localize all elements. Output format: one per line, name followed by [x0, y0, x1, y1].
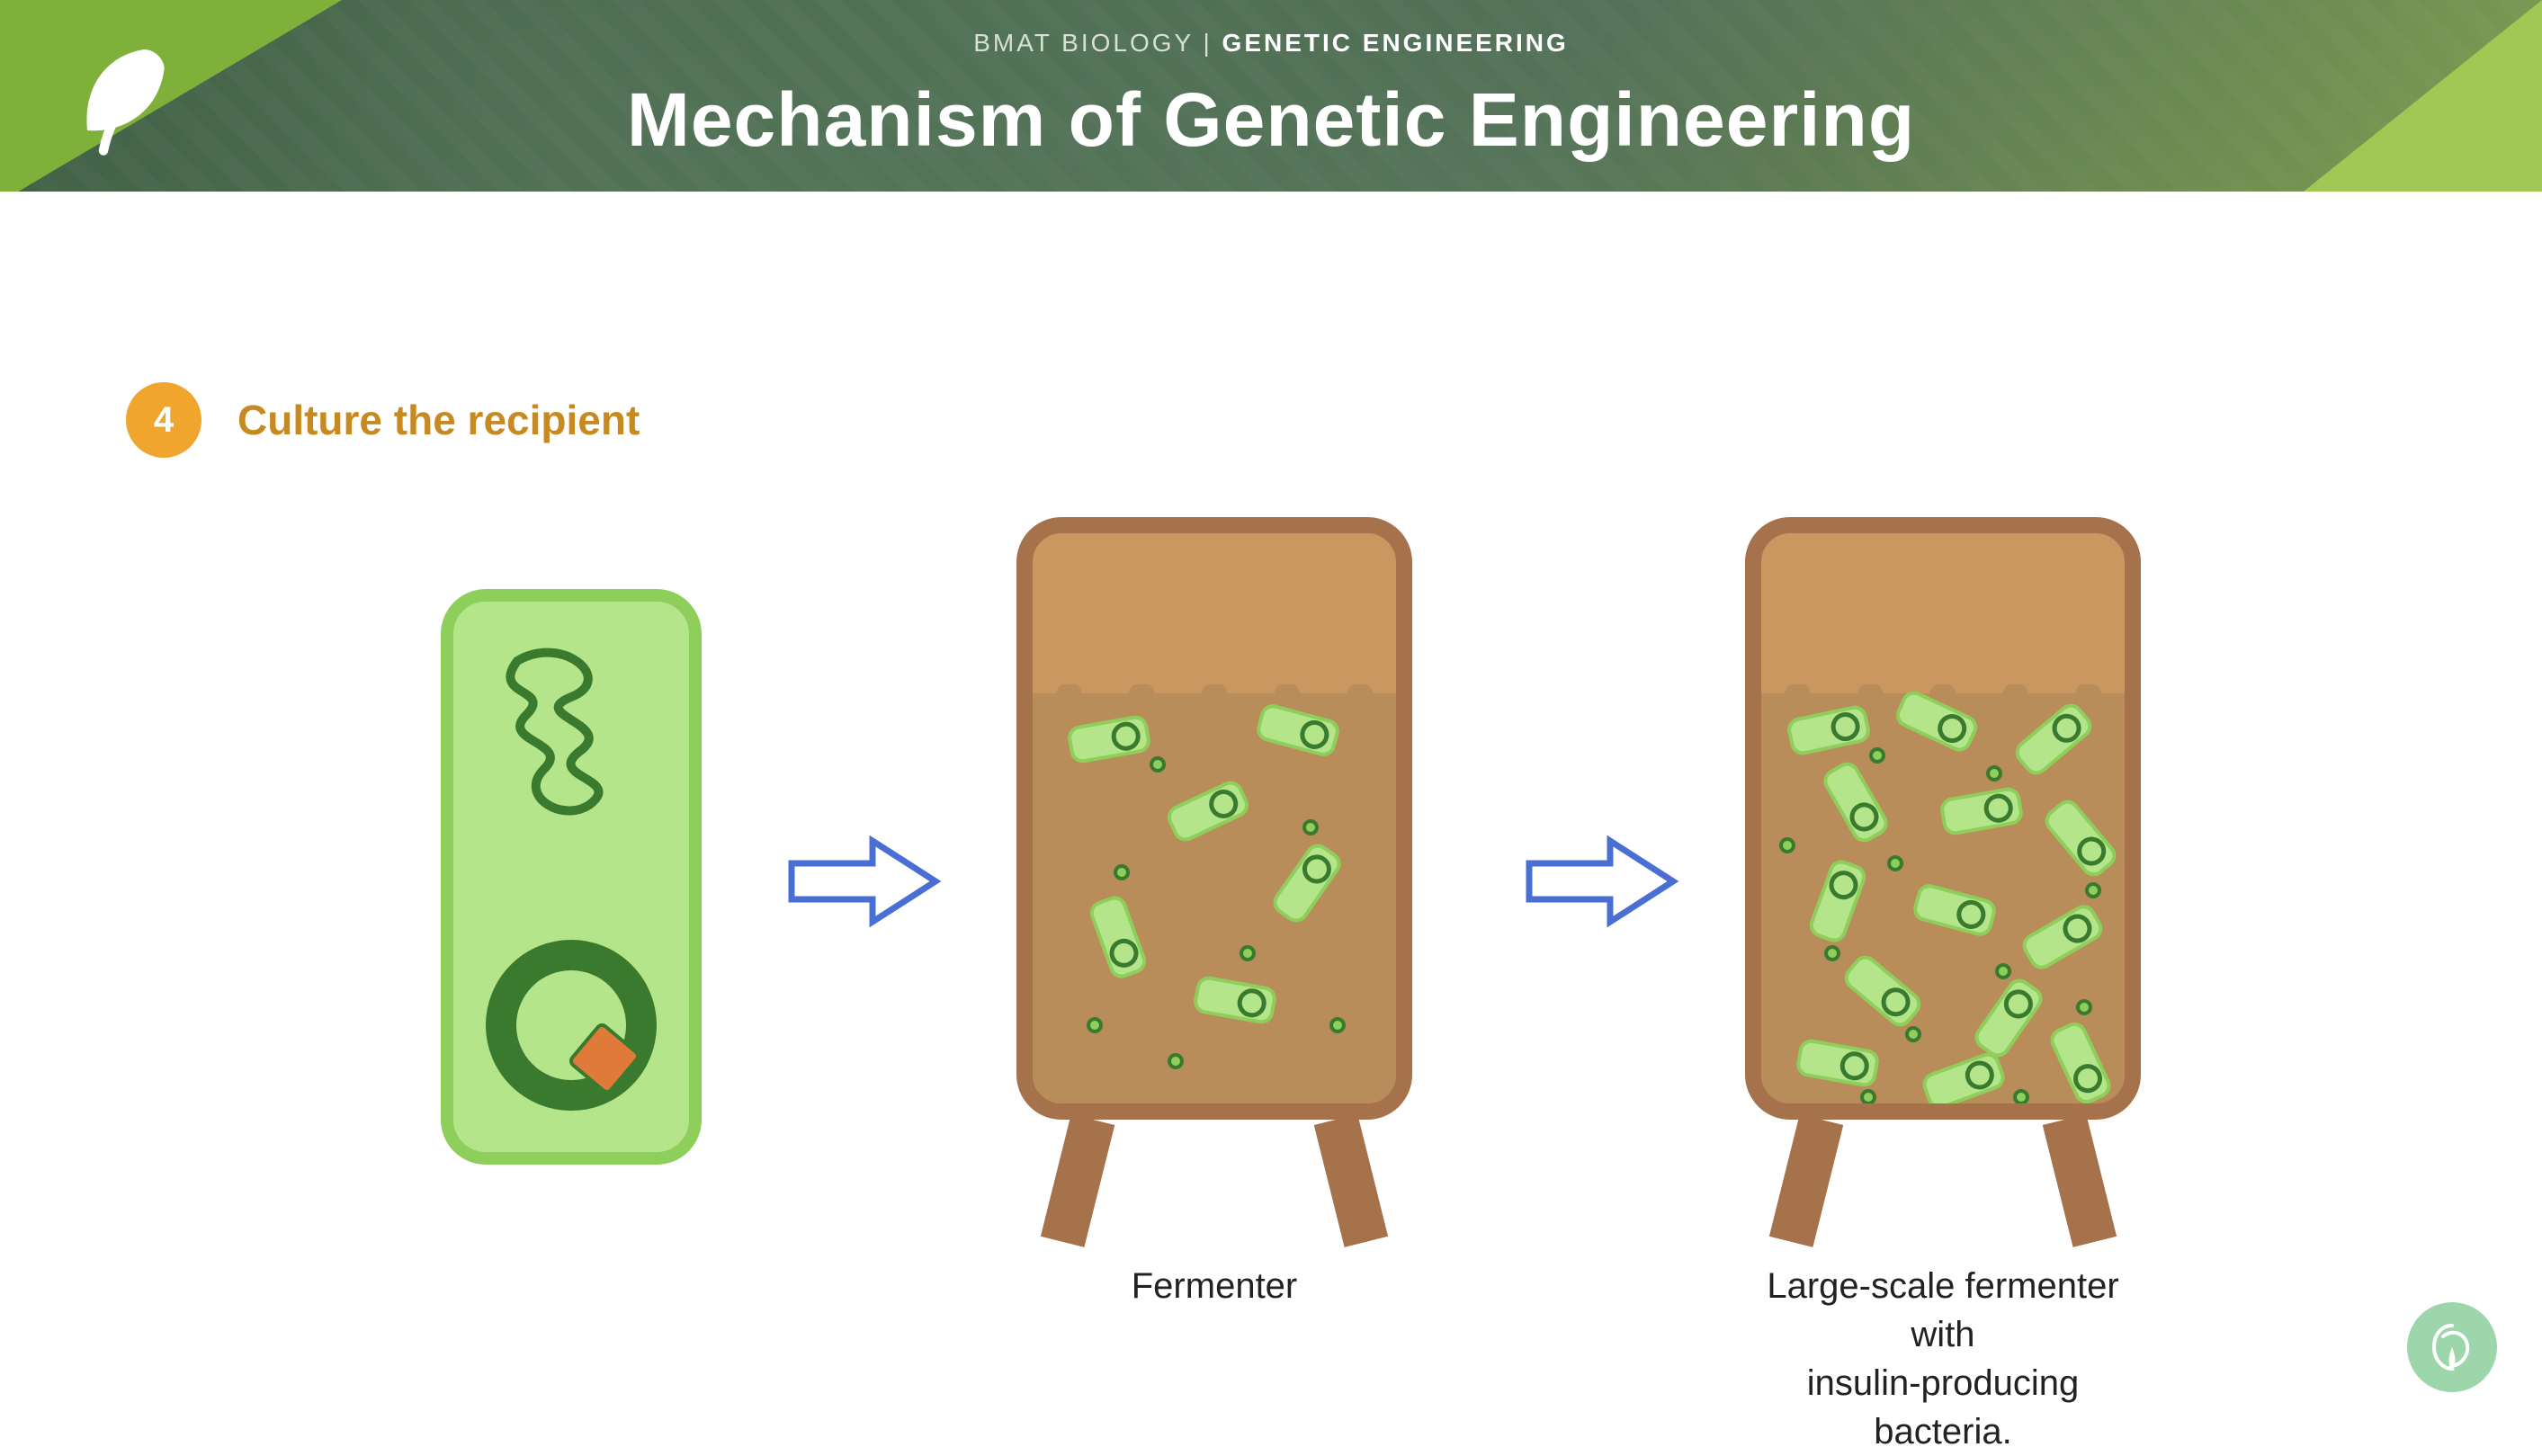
bacterium-dot — [1986, 765, 2002, 782]
fermenter-leg — [1041, 1114, 1114, 1247]
chromosomal-dna-icon — [490, 643, 652, 823]
fermenter-liquid — [1033, 693, 1396, 1103]
bacterium-dot — [2085, 882, 2101, 898]
step-number-badge: 4 — [126, 382, 201, 458]
bacterium-mini — [2010, 699, 2097, 780]
fermenter-vessel — [1016, 517, 1412, 1120]
breadcrumb-course: BMAT BIOLOGY — [973, 29, 1194, 57]
fermenter-liquid — [1761, 693, 2125, 1103]
bacterium-mini — [2040, 795, 2121, 881]
bacterium-dot — [2013, 1089, 2029, 1105]
bacterium-mini — [1268, 839, 1346, 927]
breadcrumb-topic: GENETIC ENGINEERING — [1222, 29, 1569, 57]
breadcrumb-sep: | — [1194, 29, 1222, 57]
fermenter-leg — [1769, 1114, 1843, 1247]
bacterium-mini — [1938, 785, 2025, 836]
step-heading: 4 Culture the recipient — [126, 382, 640, 458]
bacterium-dot — [1240, 945, 1256, 961]
bacterium-dot — [1869, 747, 1885, 764]
recipient-bacterium — [441, 589, 702, 1165]
process-diagram: Fermenter — [0, 517, 2542, 1371]
bacterium-mini — [1911, 881, 1999, 939]
fermenter-large: Large-scale fermenter with insulin-produ… — [1745, 517, 2141, 1456]
bacterium-mini — [1839, 951, 1926, 1032]
bacterium-mini — [1163, 776, 1252, 844]
fermenter-leg — [1314, 1114, 1388, 1247]
plasmid-icon — [486, 940, 657, 1111]
bacterium-dot — [1995, 963, 2011, 979]
process-arrow-1 — [783, 832, 944, 931]
bacterium-mini — [1819, 757, 1892, 846]
bacterium-dot — [1087, 1017, 1103, 1033]
bacterium-mini — [2018, 900, 2108, 973]
fermenter-large-label-line1: Large-scale fermenter with — [1767, 1266, 2118, 1354]
page-title: Mechanism of Genetic Engineering — [0, 76, 2542, 164]
bacterium-dot — [1114, 864, 1130, 880]
fermenter-legs — [1745, 1120, 2141, 1246]
bacterium-mini — [1254, 701, 1342, 759]
bacterium-mini — [1192, 974, 1278, 1025]
fermenter-leg — [2043, 1114, 2117, 1247]
bacterium-dot — [2076, 999, 2092, 1015]
process-arrow-2 — [1520, 832, 1682, 931]
fermenter-large-label-line2: insulin-producing bacteria. — [1807, 1363, 2079, 1452]
bacterium-mini — [1066, 713, 1152, 764]
slide-content: 4 Culture the recipient — [0, 202, 2542, 1428]
fermenter-vessel — [1745, 517, 2141, 1120]
header-divider — [0, 192, 2542, 202]
bacterium-mini — [1087, 892, 1150, 981]
bacterium-mini — [1920, 1049, 2009, 1112]
leaf-icon — [63, 36, 198, 171]
bacterium-mini — [1892, 686, 1981, 755]
inserted-gene-icon — [567, 1021, 643, 1097]
brand-badge-icon — [2407, 1302, 2497, 1392]
breadcrumb: BMAT BIOLOGY | GENETIC ENGINEERING — [0, 29, 2542, 58]
bacterium-mini — [1786, 703, 1873, 757]
bacterium-dot — [1302, 819, 1319, 835]
bacterium-dot — [1329, 1017, 1346, 1033]
bacterium-dot — [1779, 837, 1795, 853]
bacterium-mini — [1795, 1037, 1881, 1088]
fermenter-large-label: Large-scale fermenter with insulin-produ… — [1745, 1262, 2141, 1456]
step-title: Culture the recipient — [237, 396, 640, 444]
slide-header: BMAT BIOLOGY | GENETIC ENGINEERING Mecha… — [0, 0, 2542, 202]
fermenter-small-label: Fermenter — [1016, 1262, 1412, 1310]
fermenter-legs — [1016, 1120, 1412, 1246]
bacterium-dot — [1168, 1053, 1184, 1069]
fermenter-small: Fermenter — [1016, 517, 1412, 1310]
bacterium-mini — [1970, 974, 2047, 1062]
bacterium-dot — [1860, 1089, 1876, 1105]
bacterium-mini — [2046, 1018, 2115, 1107]
bacterium-dot — [1887, 855, 1903, 871]
bacterium-dot — [1824, 945, 1840, 961]
bacterium-dot — [1150, 756, 1166, 773]
bacterium-mini — [1806, 856, 1869, 945]
bacterium-dot — [1905, 1026, 1921, 1042]
